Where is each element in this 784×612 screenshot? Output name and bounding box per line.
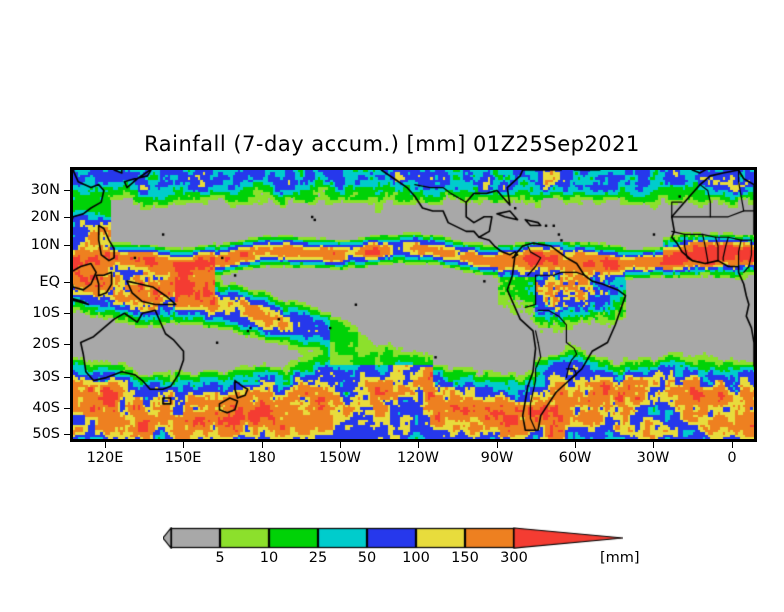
x-tick-label: 180 xyxy=(248,450,276,466)
y-tick-label: 10N xyxy=(30,237,60,253)
x-tick-mark xyxy=(575,442,576,448)
colorbar-tick-label: 50 xyxy=(357,550,377,566)
colorbar-unit-label: [mm] xyxy=(600,550,640,566)
y-tick-mark xyxy=(64,190,70,191)
y-tick-mark xyxy=(64,217,70,218)
y-tick-mark xyxy=(64,408,70,409)
x-tick-label: 30W xyxy=(636,450,670,466)
colorbar-tick-label: 10 xyxy=(259,550,279,566)
x-tick-mark xyxy=(653,442,654,448)
y-tick-mark xyxy=(64,434,70,435)
x-tick-mark xyxy=(418,442,419,448)
y-tick-label: 20N xyxy=(30,209,60,225)
y-tick-mark xyxy=(64,245,70,246)
x-tick-label: 150E xyxy=(164,450,202,466)
y-tick-mark xyxy=(64,344,70,345)
colorbar-tick-label: 300 xyxy=(500,550,528,566)
map-plot-area xyxy=(70,167,757,442)
y-tick-mark xyxy=(64,377,70,378)
x-tick-label: 120E xyxy=(86,450,124,466)
x-tick-mark xyxy=(105,442,106,448)
x-tick-mark xyxy=(262,442,263,448)
y-tick-label: 30S xyxy=(32,369,60,385)
page-title: Rainfall (7-day accum.) [mm] 01Z25Sep202… xyxy=(144,132,640,156)
y-tick-mark xyxy=(64,282,70,283)
x-tick-label: 120W xyxy=(396,450,440,466)
rainfall-heatmap-canvas xyxy=(73,170,754,439)
colorbar-tick-label: 150 xyxy=(451,550,479,566)
x-tick-label: 0 xyxy=(727,450,737,466)
colorbar-tick-label: 100 xyxy=(402,550,430,566)
y-tick-label: 50S xyxy=(32,426,60,442)
y-tick-mark xyxy=(64,313,70,314)
y-tick-label: 40S xyxy=(32,400,60,416)
x-tick-mark xyxy=(183,442,184,448)
y-tick-label: 30N xyxy=(30,182,60,198)
colorbar-tick-label: 5 xyxy=(215,550,225,566)
y-tick-label: 20S xyxy=(32,336,60,352)
y-tick-label: 10S xyxy=(32,305,60,321)
x-tick-label: 60W xyxy=(558,450,592,466)
x-tick-mark xyxy=(340,442,341,448)
colorbar xyxy=(163,527,623,549)
x-tick-label: 150W xyxy=(318,450,362,466)
y-tick-label: EQ xyxy=(39,274,60,290)
x-tick-mark xyxy=(497,442,498,448)
x-tick-label: 90W xyxy=(480,450,514,466)
colorbar-tick-label: 25 xyxy=(308,550,328,566)
x-tick-mark xyxy=(732,442,733,448)
